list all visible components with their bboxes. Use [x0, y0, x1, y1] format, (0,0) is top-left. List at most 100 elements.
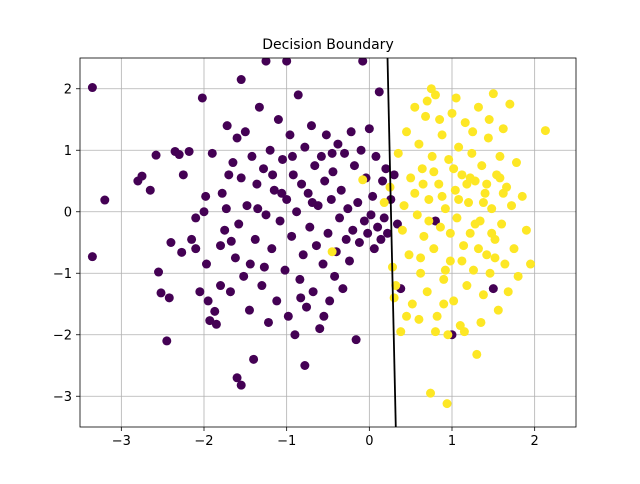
class-1-point [511, 158, 521, 168]
class-1-point [470, 219, 480, 229]
class-1-point [521, 225, 531, 235]
class-0-point [177, 247, 187, 257]
class-1-point [482, 179, 492, 189]
class-0-point [224, 170, 234, 180]
class-0-point [366, 210, 376, 220]
class-0-point [338, 284, 348, 294]
class-0-point [297, 179, 307, 189]
class-0-point [203, 296, 213, 306]
class-1-point [419, 231, 429, 241]
class-1-point [416, 253, 426, 263]
class-0-point [359, 216, 369, 226]
class-1-point [449, 296, 459, 306]
class-1-point [505, 99, 515, 109]
class-0-point [348, 225, 358, 235]
class-1-point [416, 268, 426, 278]
class-1-point [379, 198, 389, 208]
class-1-point [437, 191, 447, 201]
class-0-point [430, 216, 440, 226]
class-0-point [261, 210, 271, 220]
class-0-point [288, 170, 298, 180]
class-0-point [358, 58, 368, 66]
class-0-point [315, 324, 325, 334]
class-0-point [305, 222, 315, 232]
class-0-point [162, 336, 172, 346]
class-1-point [402, 311, 412, 321]
class-0-point [277, 188, 287, 198]
class-1-point [444, 154, 454, 164]
class-0-point [166, 238, 176, 247]
class-0-point [236, 173, 246, 183]
class-0-point [156, 288, 166, 298]
boundary-layer [386, 58, 397, 427]
class-0-point [253, 204, 263, 214]
x-tick-label: −1 [277, 434, 296, 449]
class-0-point [197, 93, 207, 103]
class-0-point [290, 330, 300, 340]
class-1-point [500, 259, 510, 269]
class-0-point [216, 241, 226, 251]
class-0-point [311, 241, 321, 251]
class-0-point [137, 171, 147, 181]
class-1-point [430, 327, 440, 337]
class-1-point [429, 244, 439, 254]
class-1-point [464, 198, 474, 208]
class-1-point [484, 115, 494, 124]
class-1-point [488, 89, 498, 99]
class-0-point [343, 204, 353, 214]
class-0-point [341, 234, 351, 244]
class-1-point [495, 173, 505, 183]
class-0-point [216, 281, 226, 291]
class-1-point [478, 198, 488, 208]
class-0-point [240, 127, 250, 137]
class-1-point [443, 330, 453, 340]
class-0-point [232, 133, 242, 143]
class-1-point [487, 204, 497, 214]
class-1-point [402, 127, 412, 137]
class-0-point [287, 231, 297, 241]
class-1-point [468, 127, 478, 137]
class-0-point [201, 191, 211, 201]
class-0-point [379, 213, 389, 223]
class-1-point [424, 194, 434, 204]
class-0-point [164, 293, 174, 303]
class-0-point [195, 287, 205, 297]
class-0-point [100, 195, 110, 205]
decision-boundary-line [386, 58, 397, 427]
class-0-point [242, 201, 252, 211]
class-1-point [389, 293, 399, 303]
y-tick-label: −2 [53, 328, 72, 343]
class-0-point [307, 198, 317, 208]
class-0-point [207, 148, 217, 158]
class-0-point [245, 259, 255, 269]
class-0-point [326, 194, 336, 204]
class-0-point [154, 267, 164, 277]
class-0-point [268, 170, 278, 180]
x-tick-label: −2 [194, 434, 213, 449]
class-1-point [410, 102, 420, 112]
class-1-point [393, 148, 403, 158]
class-1-point [397, 225, 407, 235]
class-0-point [236, 380, 246, 390]
class-1-point [445, 228, 455, 238]
class-0-point [87, 252, 97, 262]
class-1-point [440, 265, 450, 275]
class-0-point [273, 115, 283, 124]
class-1-point [418, 179, 428, 189]
class-1-point [462, 281, 472, 291]
class-1-point [435, 115, 445, 124]
class-1-point [440, 204, 450, 214]
class-0-point [220, 225, 230, 235]
class-0-point [259, 262, 269, 272]
class-1-point [399, 201, 409, 211]
class-1-point [422, 287, 432, 297]
class-0-point [364, 124, 374, 134]
class-1-point [465, 173, 475, 183]
class-0-point [328, 167, 338, 177]
class-0-point [191, 244, 201, 254]
y-tick-label: 1 [64, 144, 72, 159]
class-1-point [414, 139, 424, 149]
class-0-point [308, 287, 318, 297]
class-0-point [351, 335, 361, 345]
class-0-point [282, 194, 292, 204]
